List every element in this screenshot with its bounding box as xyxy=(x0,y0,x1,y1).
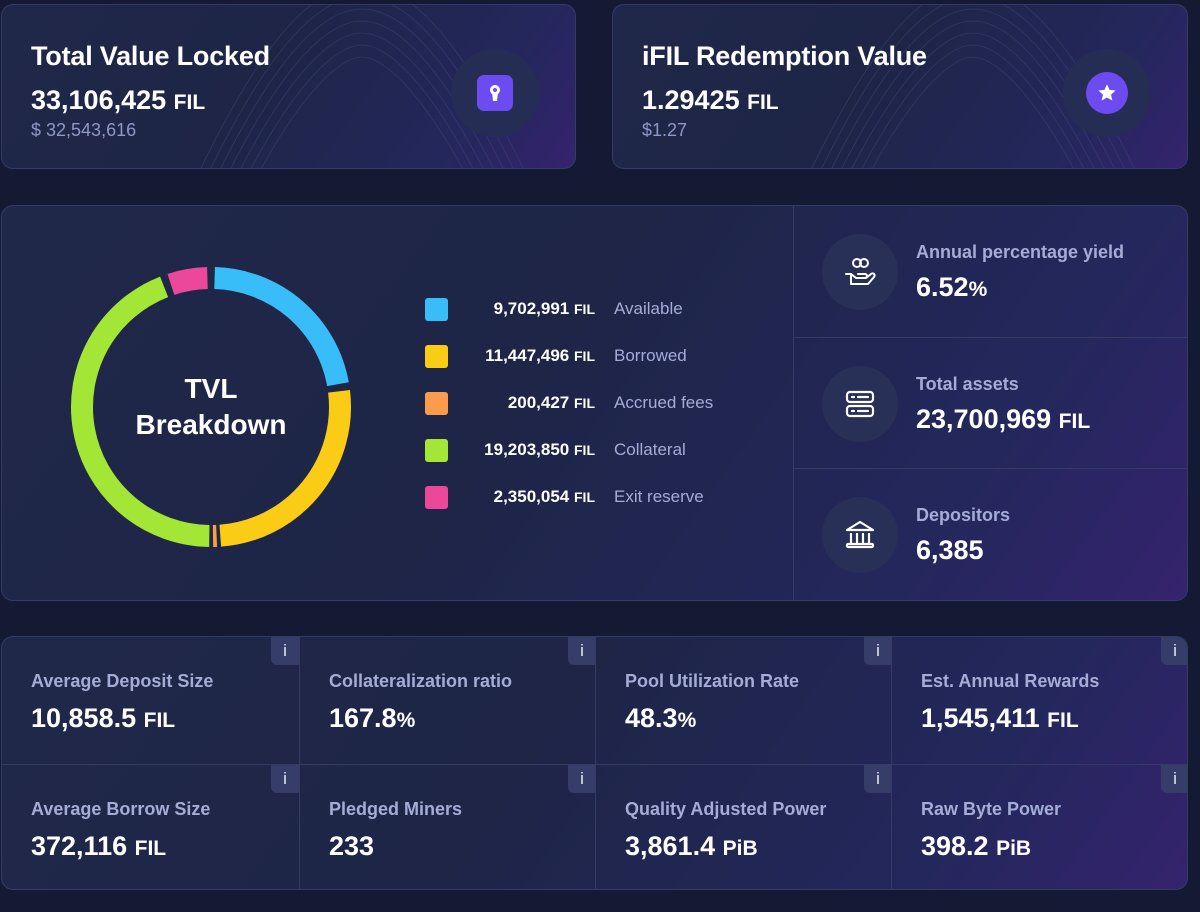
metric-collateralization-ratio: i Collateralization ratio 167.8% xyxy=(299,637,596,764)
legend-swatch xyxy=(425,345,448,368)
star-icon-badge xyxy=(1063,49,1151,137)
info-icon[interactable]: i xyxy=(568,637,596,665)
donut-center-label: TVL Breakdown xyxy=(68,264,354,550)
metric-label: Average Deposit Size xyxy=(31,671,214,691)
pool-metrics-grid: i Average Deposit Size 10,858.5 FIL i Co… xyxy=(1,636,1188,890)
legend-amount: 9,702,991 FIL xyxy=(493,299,595,318)
legend-amount: 19,203,850 FIL xyxy=(484,440,595,459)
metric-value: 3,861.4 PiB xyxy=(625,831,758,861)
donut-slice-exit-reserve[interactable] xyxy=(167,267,209,295)
metric-average-deposit-size: i Average Deposit Size 10,858.5 FIL xyxy=(2,637,299,764)
ifil-value: 1.29425 FIL xyxy=(642,85,779,116)
stat-total-assets: Total assets 23,700,969 FIL xyxy=(794,337,1187,468)
keyhole-lock-icon xyxy=(477,75,513,111)
tvl-breakdown-panel: TVL Breakdown 9,702,991 FIL Available 11… xyxy=(1,205,1188,601)
donut-title-line2: Breakdown xyxy=(135,409,287,440)
ifil-amount: 1.29425 xyxy=(642,85,740,115)
legend-label: Collateral xyxy=(614,440,686,459)
info-icon[interactable]: i xyxy=(568,765,596,793)
total-value-locked-card: Total Value Locked 33,106,425 FIL $ 32,5… xyxy=(1,4,576,169)
legend-item-accrued-fees: 200,427 FIL Accrued fees xyxy=(425,388,765,435)
ifil-usd-value: $1.27 xyxy=(642,120,688,140)
legend-item-collateral: 19,203,850 FIL Collateral xyxy=(425,435,765,482)
legend-label: Borrowed xyxy=(614,346,687,365)
stat-value: 6,385 xyxy=(916,535,984,565)
legend-swatch xyxy=(425,486,448,509)
bank-building-icon xyxy=(822,497,898,573)
tvl-value: 33,106,425 FIL xyxy=(31,85,205,116)
legend-amount: 200,427 FIL xyxy=(507,393,595,412)
legend-item-available: 9,702,991 FIL Available xyxy=(425,294,765,341)
metric-value: 398.2 PiB xyxy=(921,831,1032,861)
legend-swatch xyxy=(425,392,448,415)
donut-slice-collateral[interactable] xyxy=(71,276,210,547)
metric-value: 1,545,411 FIL xyxy=(921,703,1079,733)
metric-est-annual-rewards: i Est. Annual Rewards 1,545,411 FIL xyxy=(891,637,1187,764)
legend-amount: 2,350,054 FIL xyxy=(493,487,595,506)
metric-label: Pledged Miners xyxy=(329,799,463,819)
info-icon[interactable]: i xyxy=(271,765,299,793)
metric-value: 233 xyxy=(329,831,375,861)
legend-item-borrowed: 11,447,496 FIL Borrowed xyxy=(425,341,765,388)
legend-swatch xyxy=(425,439,448,462)
keyhole-lock-icon-badge xyxy=(451,49,539,137)
hand-coins-icon xyxy=(822,234,898,310)
donut-slice-available[interactable] xyxy=(214,267,349,387)
metric-label: Raw Byte Power xyxy=(921,799,1062,819)
metric-pledged-miners: i Pledged Miners 233 xyxy=(299,764,596,889)
tvl-donut-chart xyxy=(71,267,351,547)
tvl-unit: FIL xyxy=(173,91,206,114)
legend-amount: 11,447,496 FIL xyxy=(485,346,595,365)
tvl-usd-value: $ 32,543,616 xyxy=(31,120,137,140)
stat-depositors: Depositors 6,385 xyxy=(794,468,1187,599)
star-icon xyxy=(1086,72,1128,114)
info-icon[interactable]: i xyxy=(1161,765,1187,793)
metric-label: Pool Utilization Rate xyxy=(625,671,800,691)
metric-raw-byte-power: i Raw Byte Power 398.2 PiB xyxy=(891,764,1187,889)
donut-title-line1: TVL xyxy=(184,373,238,404)
ifil-redemption-value-card: iFIL Redemption Value 1.29425 FIL $1.27 xyxy=(612,4,1188,169)
metric-pool-utilization-rate: i Pool Utilization Rate 48.3% xyxy=(595,637,892,764)
card-title: iFIL Redemption Value xyxy=(642,41,927,71)
legend-swatch xyxy=(425,298,448,321)
legend-label: Exit reserve xyxy=(614,487,704,506)
donut-legend: 9,702,991 FIL Available 11,447,496 FIL B… xyxy=(425,294,765,529)
tvl-amount: 33,106,425 xyxy=(31,85,167,115)
metric-value: 48.3% xyxy=(625,703,697,733)
stat-value: 23,700,969 FIL xyxy=(916,404,1091,434)
stat-value: 6.52% xyxy=(916,272,988,302)
metric-value: 372,116 FIL xyxy=(31,831,167,861)
info-icon[interactable]: i xyxy=(864,637,892,665)
info-icon[interactable]: i xyxy=(1161,637,1187,665)
metric-label: Collateralization ratio xyxy=(329,671,513,691)
server-stack-icon xyxy=(822,366,898,442)
metric-quality-adjusted-power: i Quality Adjusted Power 3,861.4 PiB xyxy=(595,764,892,889)
info-icon[interactable]: i xyxy=(271,637,299,665)
pool-stats-column: Annual percentage yield 6.52% Total asse… xyxy=(793,206,1187,600)
legend-label: Accrued fees xyxy=(614,393,714,412)
donut-slice-borrowed[interactable] xyxy=(219,389,351,547)
metric-label: Est. Annual Rewards xyxy=(921,671,1100,691)
metric-label: Average Borrow Size xyxy=(31,799,211,819)
metric-average-borrow-size: i Average Borrow Size 372,116 FIL xyxy=(2,764,299,889)
stat-label: Depositors xyxy=(916,505,1011,525)
legend-item-exit-reserve: 2,350,054 FIL Exit reserve xyxy=(425,482,765,529)
info-icon[interactable]: i xyxy=(864,765,892,793)
metric-value: 10,858.5 FIL xyxy=(31,703,176,733)
metric-label: Quality Adjusted Power xyxy=(625,799,827,819)
metric-value: 167.8% xyxy=(329,703,416,733)
legend-label: Available xyxy=(614,299,683,318)
card-title: Total Value Locked xyxy=(31,41,270,71)
stat-annual-percentage-yield: Annual percentage yield 6.52% xyxy=(794,206,1187,337)
stat-label: Annual percentage yield xyxy=(916,242,1125,262)
stat-label: Total assets xyxy=(916,374,1019,394)
ifil-unit: FIL xyxy=(747,91,779,114)
